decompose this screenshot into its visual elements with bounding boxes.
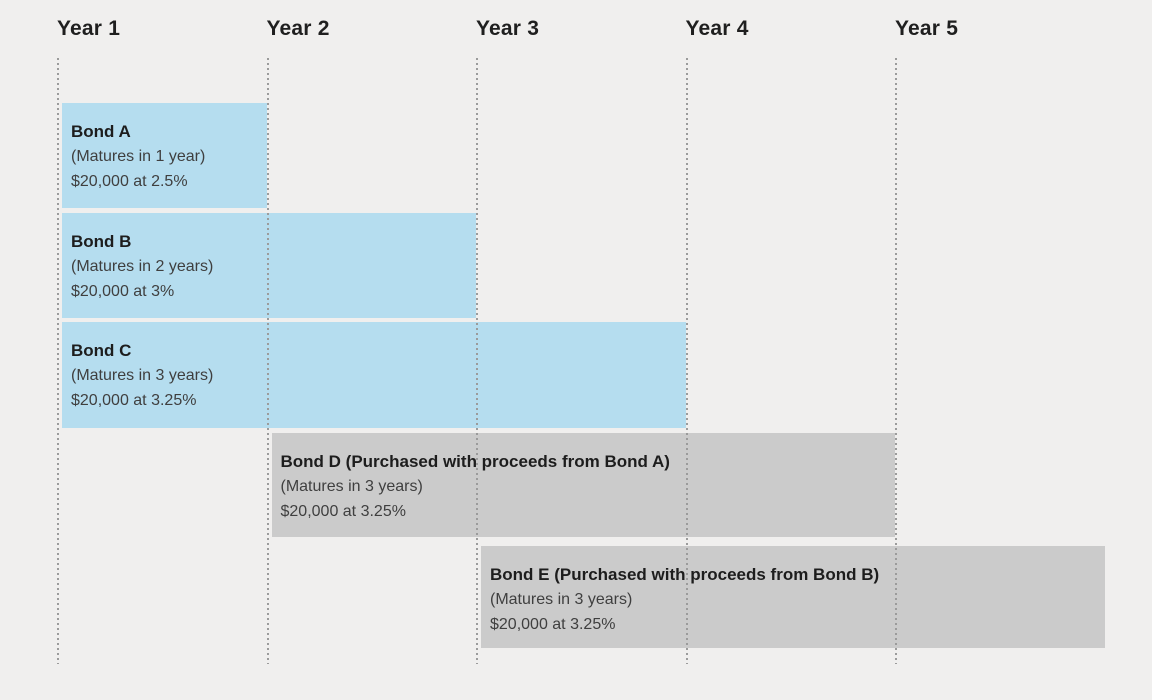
year-1-gridline <box>57 58 59 664</box>
bond-e-bar: Bond E (Purchased with proceeds from Bon… <box>481 546 1105 648</box>
year-5-gridline <box>895 58 897 664</box>
bond-e-amount: $20,000 at 3.25% <box>490 616 616 633</box>
bond-d-title: Bond D (Purchased with proceeds from Bon… <box>280 452 670 471</box>
year-5-tick-label: Year 5 <box>895 17 959 40</box>
bond-a-bar: Bond A (Matures in 1 year) $20,000 at 2.… <box>62 103 267 208</box>
bond-a-maturity: (Matures in 1 year) <box>71 148 206 165</box>
bond-d-amount: $20,000 at 3.25% <box>280 503 406 520</box>
bond-c-bar: Bond C (Matures in 3 years) $20,000 at 3… <box>62 322 686 428</box>
year-1-tick-label: Year 1 <box>57 17 121 40</box>
year-4-gridline <box>685 58 688 664</box>
year-2-gridline <box>266 58 269 664</box>
year-3-tick-label: Year 3 <box>476 17 540 40</box>
bond-d-maturity: (Matures in 3 years) <box>280 478 423 495</box>
bond-c-title: Bond C <box>71 341 132 360</box>
year-3-gridline <box>476 58 478 664</box>
bond-b-maturity: (Matures in 2 years) <box>71 258 214 275</box>
bond-c-amount: $20,000 at 3.25% <box>71 392 197 409</box>
bond-e-maturity: (Matures in 3 years) <box>490 591 633 608</box>
bond-b-title: Bond B <box>71 232 132 251</box>
bond-e-title: Bond E (Purchased with proceeds from Bon… <box>490 565 880 584</box>
bond-c-maturity: (Matures in 3 years) <box>71 367 214 384</box>
bond-d-bar: Bond D (Purchased with proceeds from Bon… <box>271 433 895 537</box>
bond-a-title: Bond A <box>71 122 131 141</box>
year-2-tick-label: Year 2 <box>266 17 330 40</box>
bond-b-bar: Bond B (Matures in 2 years) $20,000 at 3… <box>62 213 476 318</box>
year-4-tick-label: Year 4 <box>685 17 749 40</box>
bond-a-amount: $20,000 at 2.5% <box>71 173 188 190</box>
bond-b-amount: $20,000 at 3% <box>71 283 175 300</box>
